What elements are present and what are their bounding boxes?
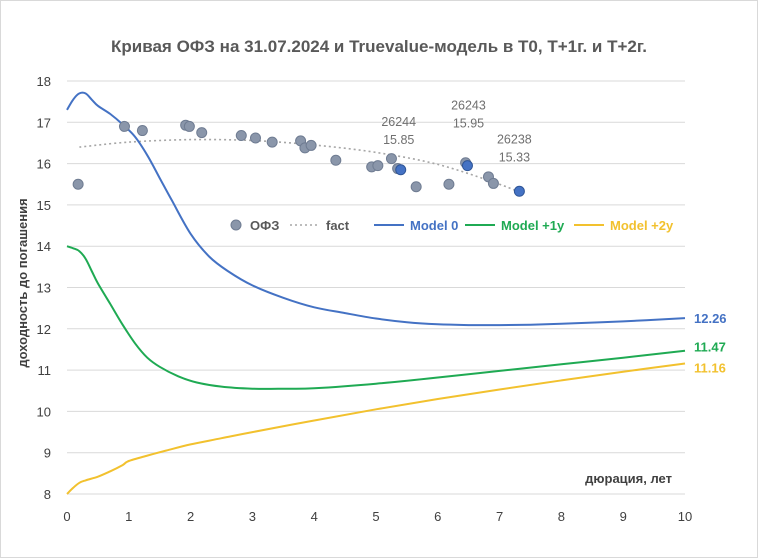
legend-marker-ofz — [230, 219, 242, 231]
series-end-label: 11.47 — [694, 340, 726, 355]
x-tick-label: 5 — [372, 509, 379, 524]
ofz-point — [72, 178, 84, 190]
legend-label: Model +1y — [501, 218, 565, 233]
ofz-point — [183, 120, 195, 132]
ofz-point — [136, 125, 148, 137]
x-tick-label: 2 — [187, 509, 194, 524]
legend: ОФЗ fact Model 0 Model +1y Model +2y — [230, 218, 674, 233]
ofz-point — [487, 177, 499, 189]
point-annotation-value: 15.95 — [453, 117, 484, 131]
y-tick-label: 11 — [38, 363, 52, 378]
points-layer: 26244 15.85 26243 15.95 26238 15.33 — [72, 99, 532, 197]
series-line-model-2y — [66, 362, 686, 495]
highlighted-point — [513, 185, 525, 197]
ofz-point — [305, 139, 317, 151]
legend-label: fact — [326, 218, 350, 233]
y-tick-label: 14 — [37, 239, 51, 254]
x-tick-label: 7 — [496, 509, 503, 524]
ofz-point — [330, 154, 342, 166]
y-tick-label: 8 — [44, 487, 51, 502]
y-tick-label: 17 — [37, 115, 51, 130]
legend-label: Model +2y — [610, 218, 674, 233]
legend-label: ОФЗ — [250, 218, 279, 233]
x-tick-label: 4 — [311, 509, 318, 524]
ofz-point — [118, 120, 130, 132]
highlighted-point — [461, 160, 473, 172]
ofz-point — [372, 160, 384, 172]
point-annotation-id: 26244 — [381, 115, 416, 129]
ofz-point — [443, 178, 455, 190]
y-tick-label: 13 — [37, 281, 51, 296]
y-tick-label: 9 — [44, 446, 51, 461]
ofz-point — [249, 132, 261, 144]
x-tick-label: 9 — [620, 509, 627, 524]
point-annotation-value: 15.33 — [499, 150, 530, 164]
point-annotation-id: 26243 — [451, 99, 486, 113]
x-tick-label: 0 — [63, 509, 70, 524]
ofz-point — [385, 153, 397, 165]
y-tick-label: 18 — [37, 74, 51, 89]
x-tick-label: 3 — [249, 509, 256, 524]
ofz-point — [266, 136, 278, 148]
series-end-label: 11.16 — [694, 360, 726, 375]
x-tick-label: 1 — [125, 509, 132, 524]
series-line-model-0 — [66, 91, 686, 327]
y-tick-label: 15 — [37, 198, 51, 213]
x-tick-label: 6 — [434, 509, 441, 524]
highlighted-point — [395, 164, 407, 176]
x-axis-label: дюрация, лет — [585, 471, 672, 486]
legend-label: Model 0 — [410, 218, 458, 233]
y-tick-label: 12 — [37, 322, 51, 337]
series-line-model-1y — [66, 245, 686, 390]
y-tick-label: 10 — [37, 404, 51, 419]
x-tick-label: 10 — [678, 509, 692, 524]
ofz-point — [235, 130, 247, 142]
point-annotation-value: 15.85 — [383, 133, 414, 147]
chart-title: Кривая ОФЗ на 31.07.2024 и Truevalue-мод… — [111, 37, 647, 56]
ofz-point — [410, 181, 422, 193]
x-tick-label: 8 — [558, 509, 565, 524]
ofz-point — [196, 127, 208, 139]
point-annotation-id: 26238 — [497, 132, 532, 146]
series-end-label: 12.26 — [694, 311, 727, 326]
y-tick-label: 16 — [37, 157, 51, 172]
y-axis-label: доходность до погашения — [15, 198, 30, 367]
